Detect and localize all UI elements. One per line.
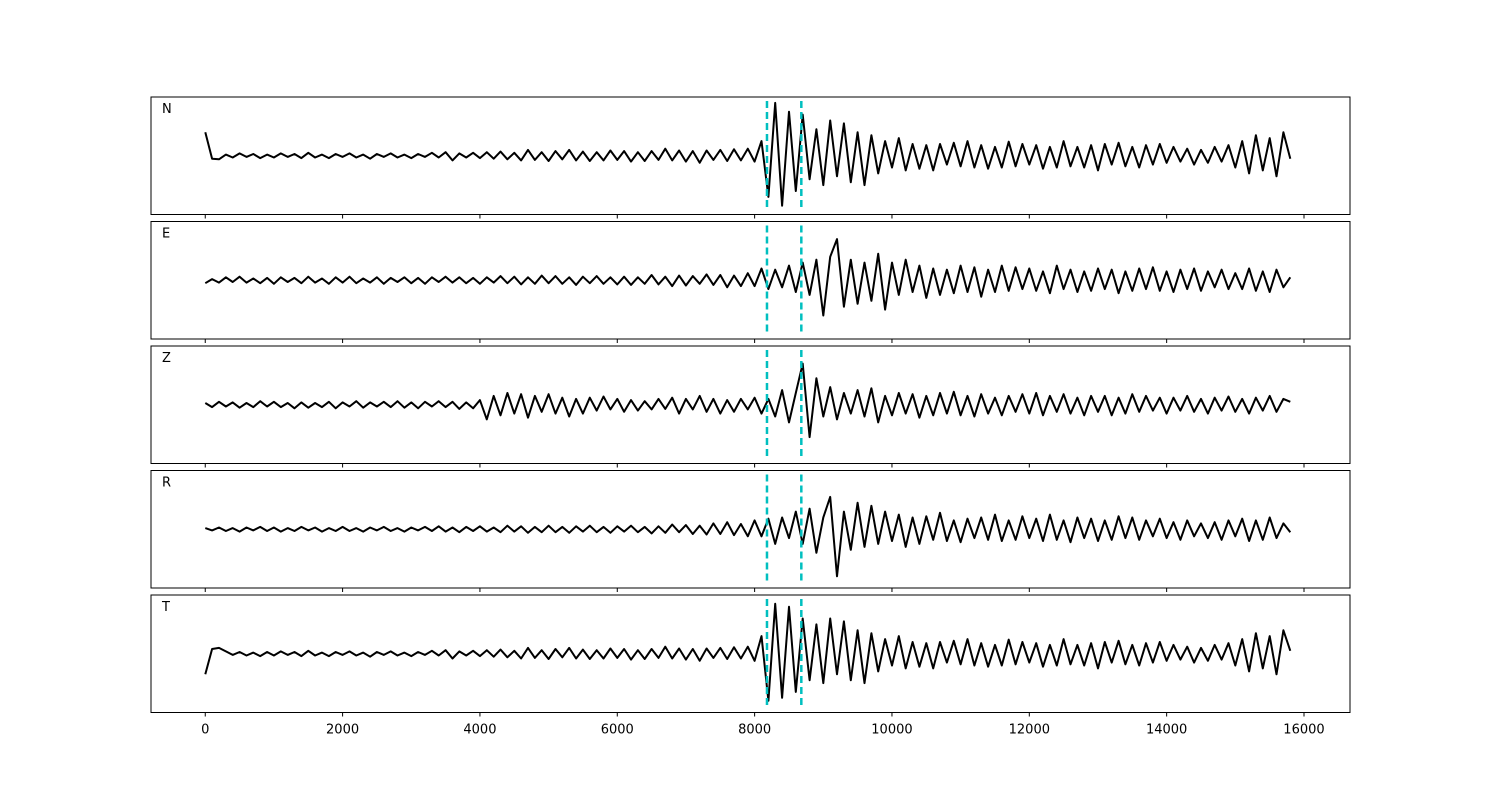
x-tick-label: 0	[201, 723, 209, 738]
panel-frame	[150, 594, 1351, 713]
trace-line	[204, 602, 1292, 702]
trace-line	[204, 495, 1292, 578]
x-tick-label: 12000	[1009, 723, 1050, 738]
trace-line	[204, 101, 1292, 207]
panel-label: Z	[162, 351, 171, 366]
trace-line	[204, 238, 1292, 317]
trace-line	[204, 362, 1291, 439]
panel-frame	[150, 470, 1351, 589]
x-tick-label: 8000	[738, 723, 771, 738]
x-tick-label: 14000	[1146, 723, 1187, 738]
panel-label: N	[162, 102, 172, 117]
x-tick-label: 16000	[1283, 723, 1324, 738]
panel-frame	[150, 221, 1351, 340]
x-tick-label: 6000	[601, 723, 634, 738]
panel-label: R	[162, 476, 171, 491]
x-tick-label: 10000	[871, 723, 912, 738]
panel-frame	[150, 96, 1351, 215]
panel-frame	[150, 345, 1351, 464]
x-tick-label: 2000	[326, 723, 359, 738]
x-tick-label: 4000	[463, 723, 496, 738]
panel-label: T	[161, 600, 170, 615]
panel-label: E	[162, 227, 170, 242]
